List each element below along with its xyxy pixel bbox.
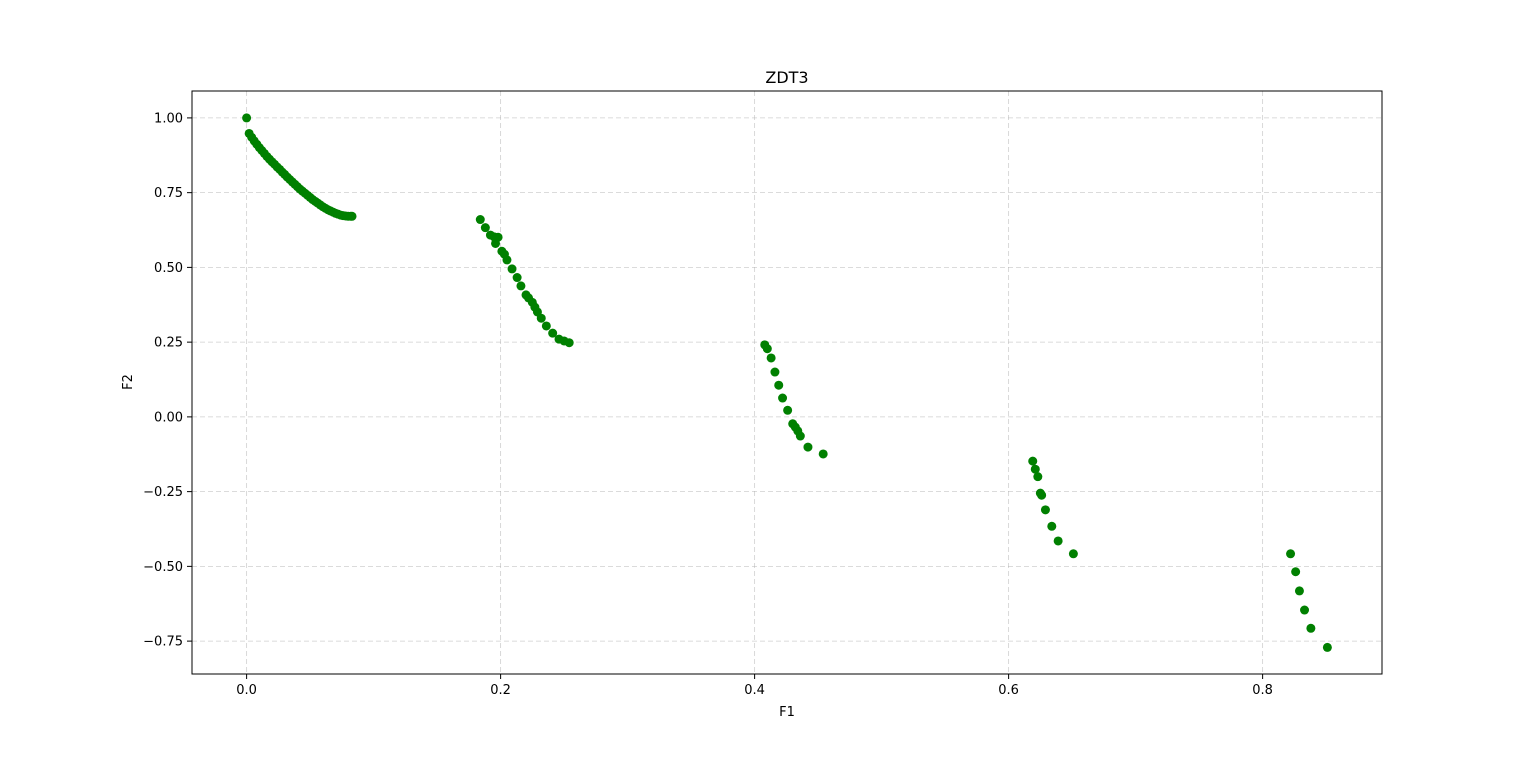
- x-tick-label: 0.0: [236, 683, 257, 698]
- data-point: [1291, 567, 1301, 577]
- y-tick-label: −0.50: [143, 560, 183, 575]
- y-tick-label: 1.00: [154, 111, 183, 126]
- x-tick-label: 0.2: [490, 683, 511, 698]
- data-point: [493, 232, 503, 242]
- data-point: [774, 380, 784, 390]
- data-point: [475, 215, 485, 225]
- data-point: [1286, 549, 1296, 559]
- data-point: [507, 264, 517, 274]
- data-point: [516, 281, 526, 291]
- data-point: [783, 405, 793, 415]
- plot-frame: [191, 90, 1383, 675]
- data-point: [541, 321, 551, 331]
- y-tick-label: 0.00: [154, 410, 183, 425]
- data-point: [795, 431, 805, 441]
- data-point: [548, 328, 558, 338]
- data-point: [480, 223, 490, 233]
- data-point: [1068, 549, 1078, 559]
- y-tick-label: −0.75: [143, 635, 183, 650]
- data-point: [1033, 472, 1043, 482]
- data-point: [1037, 490, 1047, 500]
- data-point: [766, 353, 776, 363]
- y-axis-label: F2: [121, 374, 136, 390]
- data-point: [1300, 605, 1310, 615]
- y-tick-label: 0.75: [154, 186, 183, 201]
- y-tick-label: −0.25: [143, 485, 183, 500]
- data-point: [536, 313, 546, 323]
- x-tick-label: 0.6: [998, 683, 1019, 698]
- data-point: [1040, 505, 1050, 515]
- axis-ticks: 0.0 0.2 0.4 0.6 0.8 −0.75 −0.50 −0.25 0.00 0.25 0.…: [143, 111, 1273, 698]
- data-point: [803, 442, 813, 452]
- data-points: [242, 113, 1332, 652]
- data-point: [512, 273, 522, 283]
- x-tick-label: 0.4: [744, 683, 765, 698]
- chart-title: ZDT3: [765, 68, 808, 87]
- data-point: [1294, 586, 1304, 596]
- data-point: [1028, 456, 1038, 466]
- data-point: [564, 338, 574, 348]
- y-tick-label: 0.50: [154, 261, 183, 276]
- data-point: [770, 367, 780, 377]
- data-point: [1306, 623, 1316, 633]
- data-point: [1322, 642, 1332, 652]
- data-point: [1053, 536, 1063, 546]
- y-tick-label: 0.25: [154, 336, 183, 351]
- data-point: [778, 393, 788, 403]
- data-point: [502, 255, 512, 265]
- grid-lines: [192, 91, 1382, 674]
- data-point: [242, 113, 252, 123]
- data-point: [818, 449, 828, 459]
- data-point: [1047, 521, 1057, 531]
- x-tick-label: 0.8: [1252, 683, 1273, 698]
- data-point: [1030, 464, 1040, 474]
- data-point: [347, 211, 357, 221]
- x-axis-label: F1: [779, 705, 795, 720]
- data-point: [762, 344, 772, 354]
